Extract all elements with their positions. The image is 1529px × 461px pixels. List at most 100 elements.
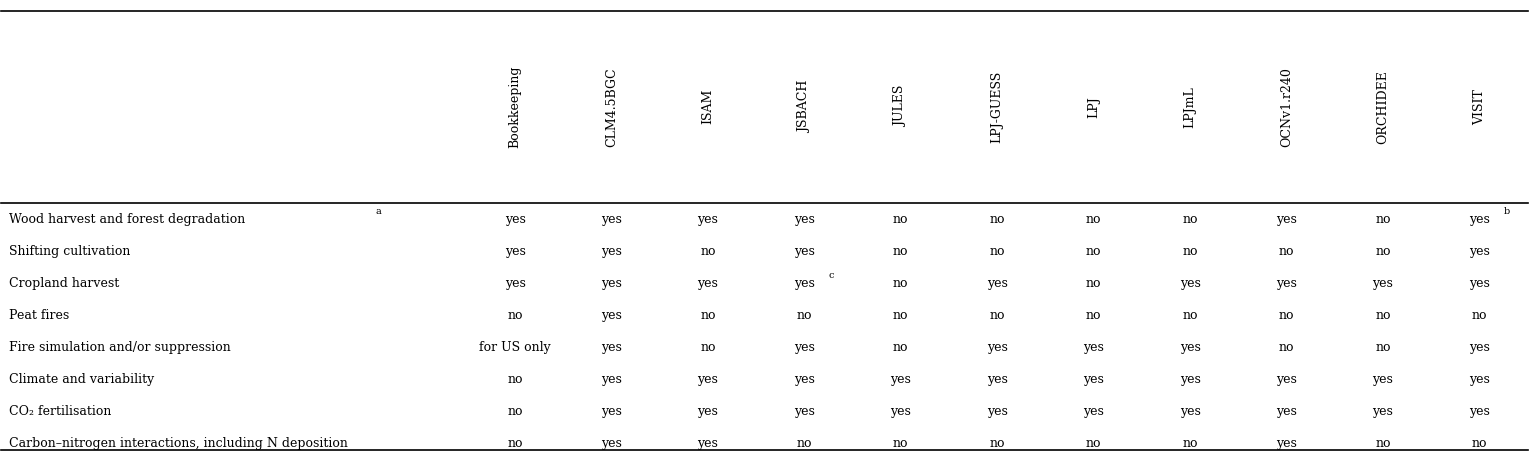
Text: Carbon–nitrogen interactions, including N deposition: Carbon–nitrogen interactions, including … bbox=[9, 437, 349, 450]
Text: yes: yes bbox=[1469, 277, 1489, 290]
Text: no: no bbox=[1086, 277, 1101, 290]
Text: yes: yes bbox=[890, 373, 911, 386]
Text: yes: yes bbox=[1277, 437, 1297, 450]
Text: yes: yes bbox=[986, 373, 1008, 386]
Text: Wood harvest and forest degradation: Wood harvest and forest degradation bbox=[9, 213, 245, 225]
Text: no: no bbox=[989, 437, 1005, 450]
Text: OCNv1.r240: OCNv1.r240 bbox=[1280, 67, 1294, 147]
Text: yes: yes bbox=[601, 341, 622, 354]
Text: yes: yes bbox=[1083, 341, 1104, 354]
Text: yes: yes bbox=[1469, 213, 1489, 225]
Text: Fire simulation and/or suppression: Fire simulation and/or suppression bbox=[9, 341, 231, 354]
Text: no: no bbox=[1086, 245, 1101, 258]
Text: ORCHIDEE: ORCHIDEE bbox=[1376, 70, 1390, 144]
Text: yes: yes bbox=[794, 373, 815, 386]
Text: yes: yes bbox=[1277, 277, 1297, 290]
Text: yes: yes bbox=[1469, 405, 1489, 418]
Text: no: no bbox=[1278, 341, 1294, 354]
Text: no: no bbox=[893, 309, 908, 322]
Text: no: no bbox=[1375, 309, 1391, 322]
Text: yes: yes bbox=[601, 437, 622, 450]
Text: yes: yes bbox=[794, 245, 815, 258]
Text: Cropland harvest: Cropland harvest bbox=[9, 277, 119, 290]
Text: yes: yes bbox=[794, 405, 815, 418]
Text: yes: yes bbox=[697, 373, 719, 386]
Text: LPJmL: LPJmL bbox=[1183, 86, 1197, 128]
Text: yes: yes bbox=[601, 213, 622, 225]
Text: no: no bbox=[1375, 341, 1391, 354]
Text: no: no bbox=[1182, 309, 1197, 322]
Text: no: no bbox=[1182, 437, 1197, 450]
Text: no: no bbox=[1375, 437, 1391, 450]
Text: JULES: JULES bbox=[894, 86, 907, 128]
Text: yes: yes bbox=[1373, 277, 1393, 290]
Text: no: no bbox=[1182, 245, 1197, 258]
Text: yes: yes bbox=[697, 277, 719, 290]
Text: LPJ: LPJ bbox=[1087, 96, 1101, 118]
Text: no: no bbox=[508, 373, 523, 386]
Text: no: no bbox=[1182, 213, 1197, 225]
Text: yes: yes bbox=[601, 373, 622, 386]
Text: yes: yes bbox=[505, 213, 526, 225]
Text: yes: yes bbox=[697, 437, 719, 450]
Text: yes: yes bbox=[1180, 373, 1200, 386]
Text: VISIT: VISIT bbox=[1472, 89, 1486, 125]
Text: yes: yes bbox=[1180, 341, 1200, 354]
Text: no: no bbox=[797, 309, 812, 322]
Text: no: no bbox=[797, 437, 812, 450]
Text: c: c bbox=[829, 271, 835, 280]
Text: yes: yes bbox=[1373, 405, 1393, 418]
Text: LPJ-GUESS: LPJ-GUESS bbox=[991, 71, 1003, 143]
Text: no: no bbox=[989, 245, 1005, 258]
Text: yes: yes bbox=[601, 309, 622, 322]
Text: no: no bbox=[1375, 245, 1391, 258]
Text: no: no bbox=[1086, 437, 1101, 450]
Text: no: no bbox=[1471, 437, 1488, 450]
Text: no: no bbox=[508, 309, 523, 322]
Text: no: no bbox=[893, 245, 908, 258]
Text: yes: yes bbox=[601, 277, 622, 290]
Text: for US only: for US only bbox=[479, 341, 550, 354]
Text: no: no bbox=[893, 341, 908, 354]
Text: JSBACH: JSBACH bbox=[798, 81, 810, 133]
Text: yes: yes bbox=[986, 277, 1008, 290]
Text: yes: yes bbox=[986, 405, 1008, 418]
Text: yes: yes bbox=[1083, 373, 1104, 386]
Text: yes: yes bbox=[1469, 341, 1489, 354]
Text: yes: yes bbox=[1469, 245, 1489, 258]
Text: yes: yes bbox=[505, 277, 526, 290]
Text: yes: yes bbox=[697, 213, 719, 225]
Text: yes: yes bbox=[1277, 213, 1297, 225]
Text: no: no bbox=[700, 341, 716, 354]
Text: yes: yes bbox=[794, 277, 815, 290]
Text: no: no bbox=[1471, 309, 1488, 322]
Text: yes: yes bbox=[601, 405, 622, 418]
Text: b: b bbox=[1503, 207, 1509, 216]
Text: yes: yes bbox=[1469, 373, 1489, 386]
Text: no: no bbox=[700, 245, 716, 258]
Text: yes: yes bbox=[1180, 405, 1200, 418]
Text: yes: yes bbox=[697, 405, 719, 418]
Text: no: no bbox=[1086, 213, 1101, 225]
Text: CO₂ fertilisation: CO₂ fertilisation bbox=[9, 405, 112, 418]
Text: no: no bbox=[1375, 213, 1391, 225]
Text: no: no bbox=[893, 437, 908, 450]
Text: no: no bbox=[989, 309, 1005, 322]
Text: yes: yes bbox=[1180, 277, 1200, 290]
Text: no: no bbox=[508, 405, 523, 418]
Text: no: no bbox=[989, 213, 1005, 225]
Text: CLM4.5BGC: CLM4.5BGC bbox=[605, 67, 618, 147]
Text: no: no bbox=[1086, 309, 1101, 322]
Text: yes: yes bbox=[1277, 405, 1297, 418]
Text: yes: yes bbox=[794, 213, 815, 225]
Text: no: no bbox=[508, 437, 523, 450]
Text: yes: yes bbox=[794, 341, 815, 354]
Text: yes: yes bbox=[1277, 373, 1297, 386]
Text: no: no bbox=[893, 213, 908, 225]
Text: Peat fires: Peat fires bbox=[9, 309, 69, 322]
Text: yes: yes bbox=[1373, 373, 1393, 386]
Text: no: no bbox=[1278, 245, 1294, 258]
Text: yes: yes bbox=[890, 405, 911, 418]
Text: yes: yes bbox=[986, 341, 1008, 354]
Text: no: no bbox=[893, 277, 908, 290]
